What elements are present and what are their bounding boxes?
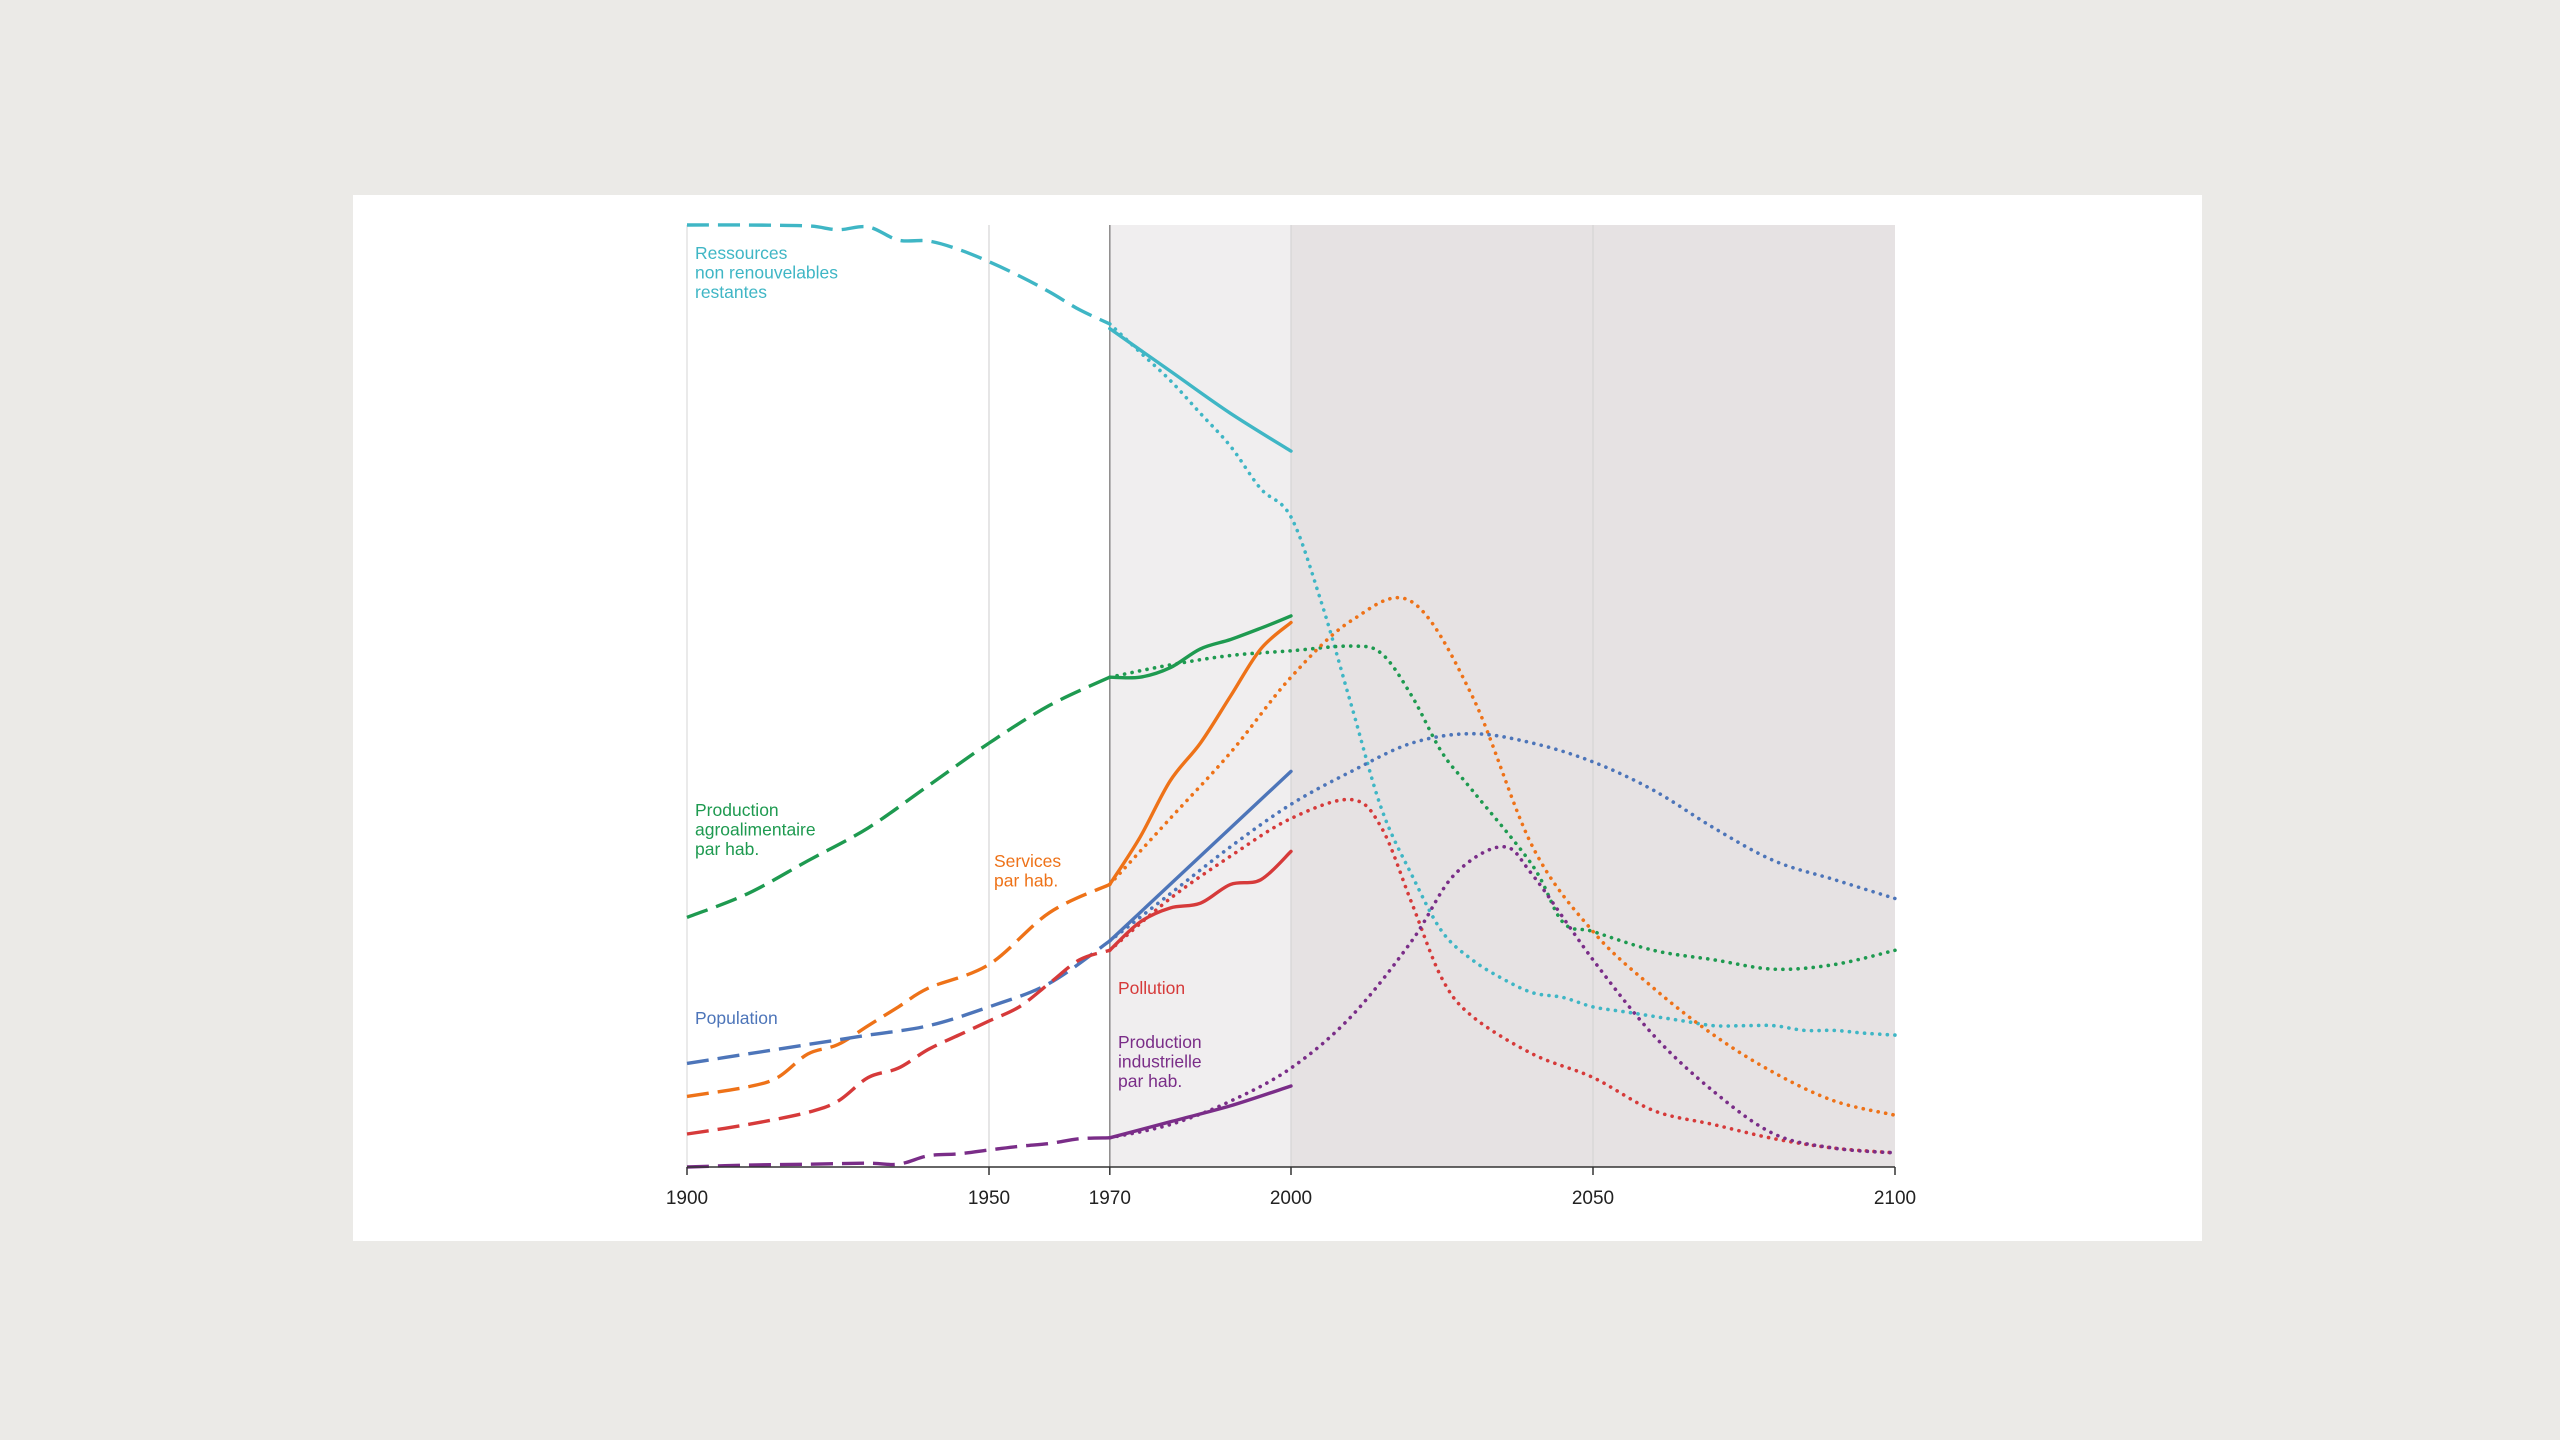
population-label: Population	[695, 1008, 778, 1028]
x-tick-label-1970: 1970	[1089, 1188, 1131, 1209]
ressources-non-renouvelables-restantes-model-line	[1108, 322, 1897, 1037]
production-agroalimentaire-par-hab-label-line: agroalimentaire	[695, 820, 816, 840]
production-industrielle-par-hab-label: Production industrielle par hab.	[1118, 1032, 1202, 1091]
pollution-model-line	[1108, 797, 1897, 1155]
services-par-hab-label-line: par hab.	[994, 871, 1058, 891]
production-agroalimentaire-par-hab-observed-line	[1108, 614, 1293, 680]
ressources-non-renouvelables-restantes-observed-line	[1108, 326, 1293, 453]
ressources-non-renouvelables-restantes-historical-line	[686, 223, 1111, 326]
production-industrielle-par-hab-label-line: Production	[1118, 1032, 1202, 1052]
x-tick-label-2000: 2000	[1270, 1188, 1312, 1209]
production-industrielle-par-hab-label-line: industrielle	[1118, 1052, 1202, 1072]
population-historical-line	[686, 939, 1111, 1066]
production-agroalimentaire-par-hab-label: Production agroalimentaire par hab.	[695, 800, 816, 859]
pollution-label: Pollution	[1118, 978, 1185, 998]
x-tick-label-1900: 1900	[666, 1188, 708, 1209]
x-tick-label-2050: 2050	[1572, 1188, 1614, 1209]
services-par-hab-historical-line	[686, 882, 1111, 1099]
pollution-label-line: Pollution	[1118, 978, 1185, 998]
production-industrielle-par-hab-label-line: par hab.	[1118, 1071, 1182, 1091]
services-par-hab-observed-line	[1108, 620, 1293, 887]
production-industrielle-par-hab-model-line	[1108, 844, 1897, 1155]
chart-card: 1900 1950 1970 2000 2050 2100 Ressources non r…	[353, 195, 2202, 1241]
population-model-line	[1108, 731, 1897, 943]
services-par-hab-model-line	[1108, 595, 1897, 1117]
production-agroalimentaire-par-hab-label-line: Production	[695, 800, 779, 820]
ressources-non-renouvelables-restantes-label-line: restantes	[695, 282, 767, 302]
production-agroalimentaire-par-hab-label-line: par hab.	[695, 839, 759, 859]
limits-to-growth-chart: 1900 1950 1970 2000 2050 2100 Ressources non r…	[666, 223, 1916, 1209]
production-industrielle-par-hab-observed-line	[1108, 1084, 1293, 1140]
x-tick-label-2100: 2100	[1874, 1188, 1916, 1209]
x-tick-label-1950: 1950	[968, 1188, 1010, 1209]
pollution-historical-line	[686, 948, 1111, 1136]
observed-period-band	[1109, 225, 1291, 1167]
production-industrielle-par-hab-historical-line	[686, 1136, 1110, 1169]
population-observed-line	[1108, 769, 1293, 943]
production-agroalimentaire-par-hab-model-line	[1108, 644, 1897, 972]
ressources-non-renouvelables-restantes-label: Ressources non renouvelables restantes	[695, 243, 838, 302]
services-par-hab-label-line: Services	[994, 851, 1061, 871]
population-label-line: Population	[695, 1008, 778, 1028]
production-agroalimentaire-par-hab-historical-line	[686, 675, 1111, 919]
ressources-non-renouvelables-restantes-label-line: non renouvelables	[695, 263, 838, 283]
pollution-observed-line	[1108, 849, 1293, 952]
ressources-non-renouvelables-restantes-label-line: Ressources	[695, 243, 788, 263]
services-par-hab-label: Services par hab.	[994, 851, 1061, 891]
